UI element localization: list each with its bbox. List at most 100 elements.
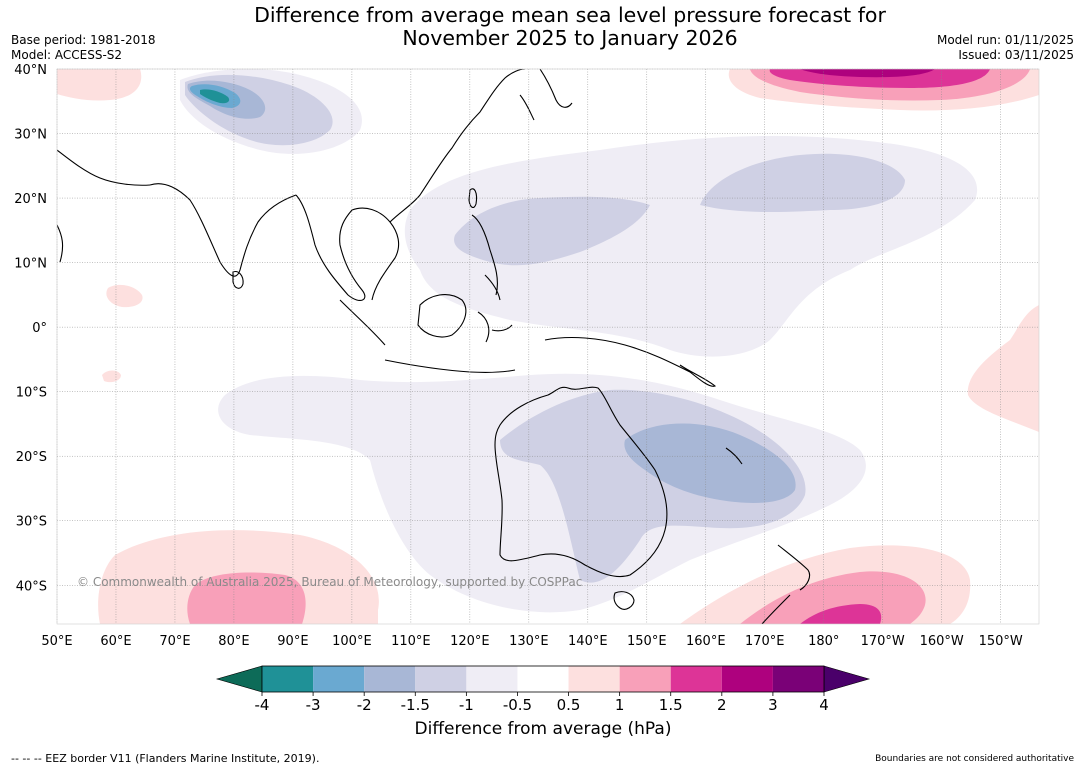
colorbar-swatch: [364, 666, 416, 692]
x-tick-label: 60°E: [100, 634, 131, 649]
anomaly-field: [57, 69, 1039, 624]
anomaly-pos-mid-indian-ocean-south: [187, 572, 306, 624]
colorbar-tick-label: -2: [357, 696, 372, 714]
coast-japan-korea: [519, 69, 573, 121]
colorbar-swatch: [568, 666, 620, 692]
coast-bay-bengal-se-asia: [295, 194, 400, 301]
y-tick-label: 40°S: [16, 579, 47, 594]
colorbar-swatch: [262, 666, 314, 692]
coast-sri-lanka: [232, 271, 244, 289]
x-tick-label: 160°E: [686, 634, 726, 649]
x-tick-label: 170°W: [861, 634, 905, 649]
x-tick-label: 120°E: [450, 634, 490, 649]
x-tick-label: 90°E: [277, 634, 308, 649]
colorbar-swatch: [619, 666, 671, 692]
x-tick-label: 50°E: [41, 634, 72, 649]
colorbar-extend-low: [215, 665, 263, 693]
base-period: Base period: 1981-2018: [11, 33, 156, 47]
y-axis-tick-labels: 40°N 30°N 20°N 10°N 0° 10°S 20°S 30°S 40°S: [14, 63, 47, 594]
coast-taiwan: [468, 188, 478, 209]
colorbar-tick-label: 0.5: [557, 696, 581, 714]
colorbar: [215, 665, 871, 693]
boundaries-note: Boundaries are not considered authoritat…: [875, 754, 1074, 764]
colorbar-tick-labels: -4 -3 -2 -1.5 -1 -0.5 0.5 1 1.5 2 3 4: [255, 692, 829, 714]
coast-new-zealand: [761, 544, 811, 624]
x-axis-tick-labels: 50°E 60°E 70°E 80°E 90°E 100°E 110°E 120°E 130°E…: [41, 634, 1023, 649]
colorbar-tick-label: -1.5: [401, 696, 430, 714]
colorbar-swatch: [772, 666, 824, 692]
anomaly-pos-light-south-pacific: [967, 305, 1039, 432]
coastlines: [57, 69, 811, 624]
run-info: Model run: 01/11/2025 Issued: 03/11/2025: [937, 33, 1074, 63]
colorbar-swatch: [466, 666, 518, 692]
coast-australia: [494, 386, 668, 578]
colorbar-tick-label: 1: [615, 696, 625, 714]
anomaly-pos-light-indian-small: [102, 370, 121, 383]
y-tick-label: 30°S: [16, 515, 47, 530]
x-tick-label: 180°: [808, 634, 839, 649]
colorbar-tick-label: -0.5: [503, 696, 532, 714]
x-tick-label: 130°E: [509, 634, 549, 649]
anomaly-neg-strong-coral-sea: [624, 423, 796, 503]
colorbar-tick-label: 4: [819, 696, 829, 714]
title-line-1: Difference from average mean sea level p…: [254, 3, 886, 27]
gridlines: [56, 68, 1039, 624]
x-tick-label: 150°E: [627, 634, 667, 649]
issued-date: Issued: 03/11/2025: [958, 48, 1074, 62]
x-tick-label: 100°E: [332, 634, 372, 649]
anomaly-neg-mid-central-north-pacific: [700, 153, 905, 213]
y-tick-label: 10°N: [14, 257, 47, 272]
model-info: Base period: 1981-2018 Model: ACCESS-S2: [11, 33, 156, 63]
model-run: Model run: 01/11/2025: [936, 33, 1074, 47]
y-tick-label: 10°S: [16, 386, 47, 401]
anomaly-pos-very-strong-north-pacific: [800, 69, 935, 78]
colorbar-swatch: [415, 666, 467, 692]
coast-arabia-persia: [57, 149, 151, 263]
map-area: [57, 69, 1039, 624]
coast-borneo: [417, 294, 467, 338]
anomaly-pos-light-arabian-sea: [106, 284, 143, 308]
anomaly-neg-extreme-tibet: [200, 89, 230, 104]
coast-new-guinea: [544, 337, 717, 387]
y-tick-label: 20°N: [14, 192, 47, 207]
colorbar-extend-high: [823, 665, 871, 693]
x-tick-label: 80°E: [218, 634, 249, 649]
colorbar-swatch: [313, 666, 365, 692]
colorbar-tick-label: 2: [717, 696, 727, 714]
colorbar-tick-label: -3: [306, 696, 321, 714]
anomaly-neg-mid-philippine: [454, 196, 650, 266]
anomaly-pos-strong-tasman: [800, 604, 882, 624]
colorbar-swatch: [721, 666, 773, 692]
x-tick-label: 110°E: [391, 634, 431, 649]
chart-title: Difference from average mean sea level p…: [150, 4, 990, 50]
model-name: Model: ACCESS-S2: [11, 48, 123, 62]
colorbar-tick-label: -4: [255, 696, 270, 714]
title-line-2: November 2025 to January 2026: [402, 26, 738, 50]
x-tick-label: 70°E: [159, 634, 190, 649]
coast-tasmania: [613, 591, 635, 610]
anomaly-pos-light-west-indian: [57, 69, 142, 101]
coast-china-east: [389, 69, 526, 223]
colorbar-swatch: [517, 666, 569, 692]
y-tick-label: 0°: [32, 321, 47, 336]
colorbar-label: Difference from average (hPa): [414, 719, 672, 739]
copyright-notice: © Commonwealth of Australia 2025, Bureau…: [77, 575, 582, 589]
y-tick-label: 20°S: [16, 450, 47, 465]
coast-philippines: [471, 214, 501, 301]
coast-sulawesi: [477, 311, 513, 343]
x-tick-label: 150°W: [979, 634, 1023, 649]
coast-new-caledonia: [725, 447, 743, 465]
colorbar-swatch: [670, 666, 722, 692]
x-tick-label: 140°E: [568, 634, 608, 649]
eez-note: -- -- -- EEZ border V11 (Flanders Marine…: [11, 752, 320, 765]
map-frame: [56, 68, 1040, 625]
y-tick-label: 40°N: [14, 63, 47, 78]
y-tick-label: 30°N: [14, 128, 47, 143]
colorbar-tick-label: -1: [459, 696, 474, 714]
x-tick-label: 170°E: [745, 634, 785, 649]
x-tick-label: 160°W: [920, 634, 964, 649]
colorbar-outline: [261, 665, 825, 693]
colorbar-tick-label: 1.5: [659, 696, 683, 714]
colorbar-tick-label: 3: [768, 696, 778, 714]
